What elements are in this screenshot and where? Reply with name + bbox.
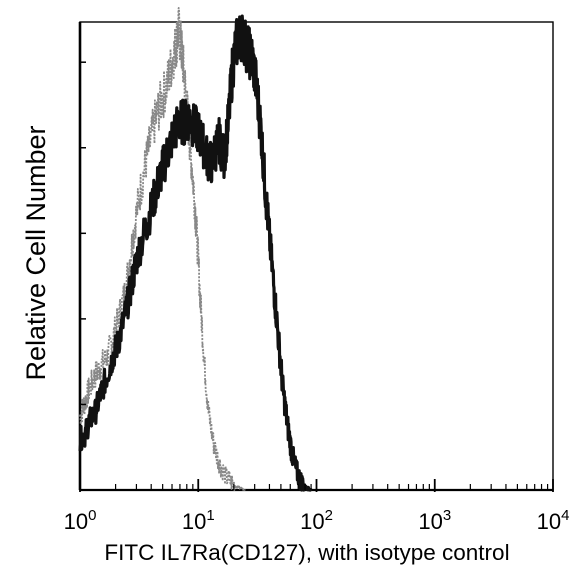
y-axis-title: Relative Cell Number [21, 125, 51, 380]
series-layer [78, 7, 313, 492]
isotype-control-series [79, 7, 246, 491]
x-tick-label: 101 [182, 507, 215, 534]
x-tick-label: 103 [418, 507, 451, 534]
plot-frame [78, 21, 554, 492]
x-minor-ticks [114, 484, 549, 490]
il7ra-fitc-series [78, 14, 313, 492]
x-tick-label: 100 [64, 507, 97, 534]
x-axis-title: FITC IL7Ra(CD127), with isotype control [104, 540, 509, 565]
x-tick-labels: 100 101 102 103 104 [64, 507, 570, 534]
y-ticks [80, 61, 86, 406]
x-major-ticks [79, 479, 554, 492]
plot-border [79, 21, 554, 491]
x-tick-label: 104 [537, 507, 570, 534]
x-tick-label: 102 [300, 507, 333, 534]
